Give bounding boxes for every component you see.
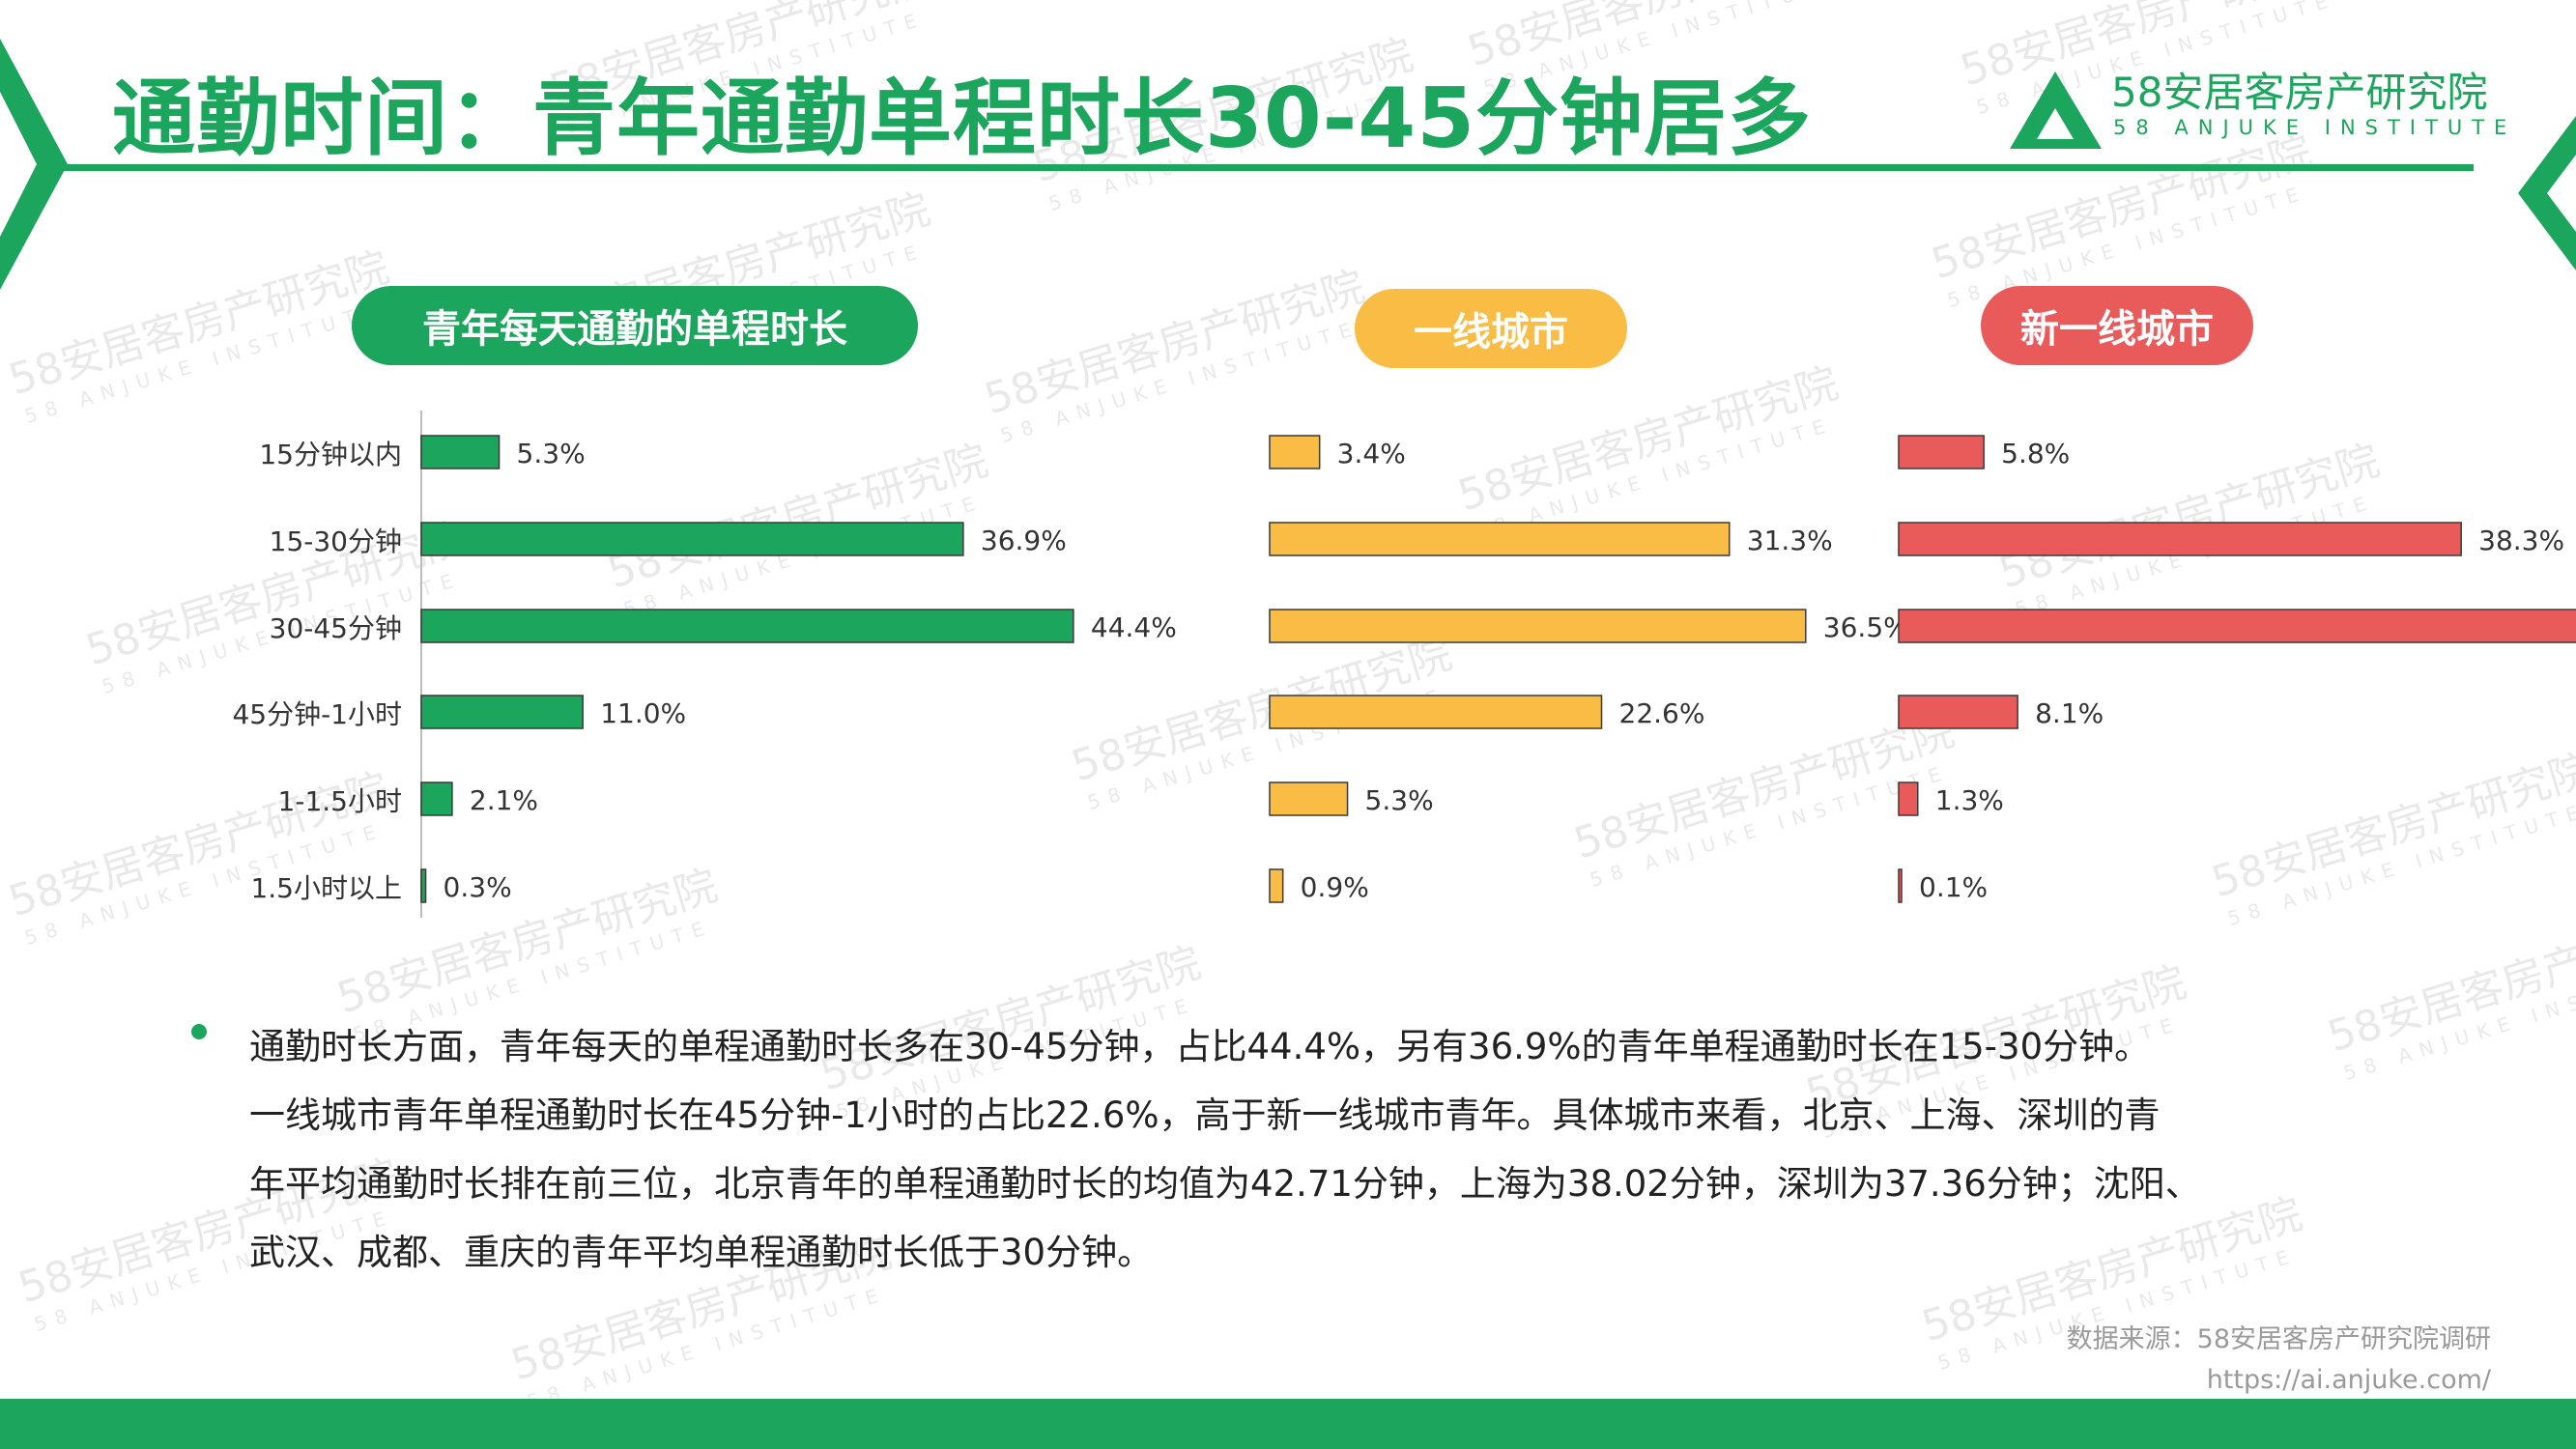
description-text: 通勤时长方面，青年每天的单程通勤时长多在30-45分钟，占比44.4%，另有36… (249, 1012, 2375, 1287)
bar (1269, 609, 1807, 643)
value-label: 31.3% (1747, 525, 1833, 556)
chart-0: 15分钟以内 5.3% 15-30分钟 36.9% 30-45分钟 44.4% 45分钟-1… (232, 411, 1177, 918)
bar (1898, 781, 1919, 816)
chart-title-overall-label: 青年每天通勤的单程时长 (422, 307, 847, 352)
right-chevron-decoration (2518, 116, 2576, 270)
category-label: 45分钟-1小时 (232, 698, 402, 730)
bar (1898, 522, 2462, 556)
chart-title-new-tier1-label: 新一线城市 (2020, 307, 2214, 352)
description-line-4: 武汉、成都、重庆的青年平均单程通勤时长低于30分钟。 (249, 1232, 1154, 1273)
chart-title-new-tier1: 新一线城市 (1981, 286, 2253, 365)
value-label: 0.1% (1919, 871, 1988, 903)
brand-logo: 58安居客房产研究院 58 ANJUKE INSTITUTE (2010, 68, 2512, 155)
value-label: 3.4% (1337, 438, 1406, 469)
data-source: 数据来源：58安居客房产研究院调研 https://ai.anjuke.com/ (2067, 1320, 2491, 1401)
description-line-3: 年平均通勤时长排在前三位，北京青年的单程通勤时长的均值为42.71分钟，上海为3… (249, 1163, 2201, 1205)
logo-name: 58安居客房产研究院 (2111, 69, 2488, 116)
value-label: 5.3% (517, 438, 586, 469)
value-label: 0.9% (1301, 871, 1369, 903)
bar (1898, 868, 1903, 903)
logo-subtitle: 58 ANJUKE INSTITUTE (2113, 116, 2517, 139)
title-underline (58, 164, 2474, 171)
value-label: 36.5% (1823, 611, 1909, 643)
bar (1898, 695, 2018, 729)
category-label: 1-1.5小时 (278, 785, 402, 817)
bar (1898, 435, 1985, 469)
value-label: 11.0% (600, 697, 686, 729)
value-label: 38.3% (2478, 525, 2564, 556)
bar (1269, 695, 1603, 729)
bar (420, 781, 453, 816)
description-line-2: 一线城市青年单程通勤时长在45分钟-1小时的占比22.6%，高于新一线城市青年。… (249, 1094, 2161, 1136)
bar (420, 609, 1074, 643)
footer-bar (0, 1399, 2576, 1449)
chart-title-tier1-label: 一线城市 (1414, 310, 1568, 355)
value-label: 0.3% (444, 871, 512, 903)
page-title: 通勤时间：青年通勤单程时长30-45分钟居多 (112, 71, 1813, 167)
value-label: 2.1% (470, 784, 538, 816)
left-chevron-decoration (0, 39, 68, 290)
bullet-dot (191, 1024, 207, 1039)
bar (420, 435, 501, 469)
bar (1269, 868, 1284, 903)
logo-triangle-icon (2010, 71, 2102, 149)
value-label: 5.3% (1365, 784, 1434, 816)
description-line-1: 通勤时长方面，青年每天的单程通勤时长多在30-45分钟，占比44.4%，另有36… (249, 1026, 2151, 1067)
chart-2: 5.8%38.3%46.4%8.1%1.3%0.1% (1898, 435, 2576, 903)
source-line-1: 数据来源：58安居客房产研究院调研 (2066, 1324, 2491, 1354)
bar (420, 695, 584, 729)
bar (1269, 435, 1321, 469)
bar (1898, 609, 2576, 643)
category-label: 1.5小时以上 (250, 872, 402, 904)
value-label: 8.1% (2035, 697, 2104, 729)
chart-title-overall: 青年每天通勤的单程时长 (352, 286, 918, 365)
value-label: 22.6% (1619, 697, 1705, 729)
value-label: 5.8% (2001, 438, 2070, 469)
value-label: 44.4% (1091, 611, 1177, 643)
category-label: 30-45分钟 (270, 612, 402, 644)
bar (1269, 781, 1349, 816)
value-label: 1.3% (1935, 784, 2004, 816)
value-label: 36.9% (981, 525, 1067, 556)
bar (420, 868, 427, 903)
bar (1269, 522, 1731, 556)
chart-1: 3.4% 31.3% 36.5% 22.6% 5.3% 0.9% (1269, 435, 1909, 903)
bar (420, 522, 964, 556)
source-url: https://ai.anjuke.com/ (2206, 1365, 2491, 1395)
chart-title-tier1: 一线城市 (1355, 289, 1627, 368)
category-label: 15-30分钟 (270, 526, 402, 557)
category-label: 15分钟以内 (259, 439, 402, 470)
